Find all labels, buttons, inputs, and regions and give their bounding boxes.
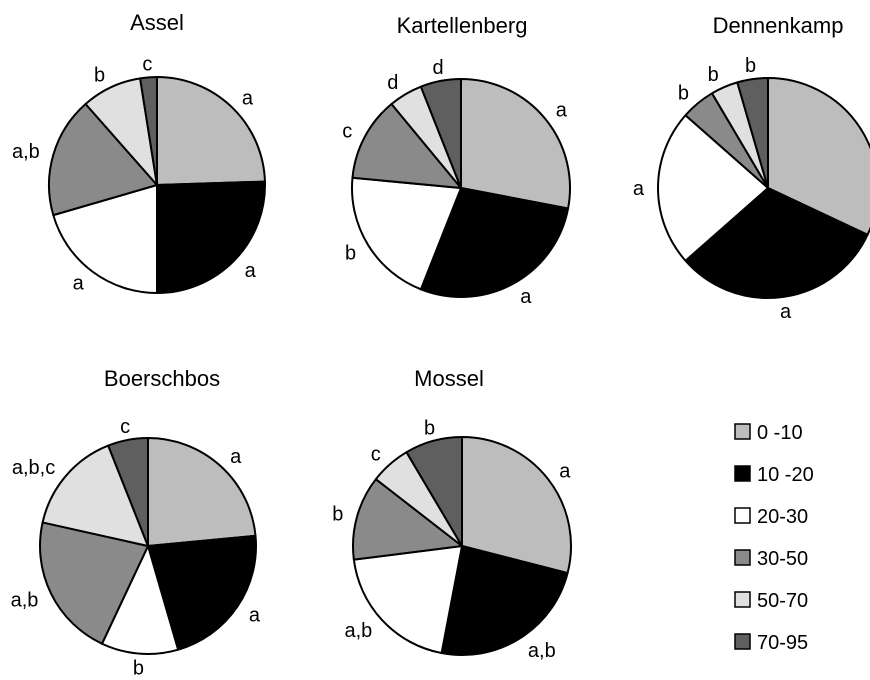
chart-title: Dennenkamp (713, 13, 844, 38)
pie-slice (139, 76, 158, 186)
pie-slice (351, 176, 462, 291)
pie-charts-group: Assel a a a a,b b c Kartellenberg a a b c d d Dennenka… (11, 10, 870, 680)
slice-label: a (230, 446, 242, 468)
pie-slice (156, 180, 266, 294)
slice-label: d (432, 57, 443, 79)
slice-label: b (133, 658, 144, 680)
pie-slice (147, 437, 257, 547)
legend-label: 20-30 (757, 506, 808, 528)
slice-label: c (371, 444, 381, 466)
pie-slice (351, 103, 462, 189)
legend-label: 0 -10 (757, 422, 803, 444)
legend-item: 70-95 (734, 632, 808, 654)
pie-dennenkamp: Dennenkampaaabbb (633, 13, 870, 323)
slice-label: a (242, 87, 254, 109)
pie-slice (657, 114, 769, 262)
legend-label: 70-95 (757, 632, 808, 654)
legend: 0 -10 10 -20 20-30 30-50 50-70 70-95 (734, 422, 814, 654)
legend-label: 50-70 (757, 590, 808, 612)
slice-label: a (556, 100, 568, 122)
pie-mossel: Mossel a a,b a,b b c b (332, 366, 572, 662)
legend-item: 0 -10 (734, 422, 803, 444)
pie-slice (107, 437, 149, 547)
pie-slice (405, 436, 463, 547)
pie-slice (352, 545, 463, 655)
slice-label: a (73, 273, 85, 295)
pie-boerschbos: Boerschbos a a b a,b a,b,c c (11, 366, 261, 680)
pie-slice (352, 478, 463, 561)
slice-label: b (94, 65, 105, 87)
slice-label: d (387, 72, 398, 94)
chart-title: Kartellenberg (397, 13, 528, 38)
pie-slice (460, 78, 571, 210)
slice-label: a,b,c (12, 457, 55, 479)
slice-label: b (678, 83, 689, 105)
slice-label: a,b (344, 620, 372, 642)
pie-slice (440, 545, 569, 656)
slice-label: a (559, 461, 571, 483)
pie-slice (684, 187, 869, 299)
pie-assel: Assel a a a a,b b c (12, 10, 266, 295)
slice-label: a,b (12, 141, 40, 163)
pie-slice (419, 78, 462, 189)
legend-swatch (734, 423, 751, 440)
slice-label: b (345, 242, 356, 264)
pie-slice (101, 545, 180, 655)
legend-swatch (734, 633, 751, 650)
legend-item: 50-70 (734, 590, 808, 612)
slice-label: a,b (528, 640, 556, 662)
legend-item: 30-50 (734, 548, 808, 570)
legend-swatch (734, 549, 751, 566)
slice-label: b (332, 504, 343, 526)
legend-swatch (734, 591, 751, 608)
pie-slice (41, 444, 149, 547)
pie-slice (39, 521, 149, 645)
slice-label: b (708, 64, 719, 86)
pie-slice (461, 436, 572, 575)
chart-title: Mossel (414, 366, 484, 391)
legend-swatch (734, 507, 751, 524)
slice-label: a (520, 286, 532, 308)
slice-label: a (780, 301, 792, 323)
pie-kartellenberg: Kartellenberg a a b c d d (342, 13, 571, 308)
slice-label: a (633, 178, 645, 200)
slice-label: c (342, 120, 352, 142)
pie-slice (767, 77, 870, 236)
legend-label: 30-50 (757, 548, 808, 570)
slice-label: a,b (11, 590, 39, 612)
chart-title: Boerschbos (104, 366, 220, 391)
slice-label: b (745, 55, 756, 77)
chart-title: Assel (130, 10, 184, 35)
pie-slice (736, 77, 769, 189)
pie-slice (48, 102, 158, 217)
legend-swatch (734, 465, 751, 482)
pie-slice (419, 187, 570, 299)
legend-item: 20-30 (734, 506, 808, 528)
slice-label: b (424, 417, 435, 439)
pie-slice (156, 76, 266, 186)
slice-label: c (120, 416, 130, 438)
slice-label: a (249, 605, 261, 627)
slice-label: c (142, 53, 152, 75)
legend-item: 10 -20 (734, 464, 814, 486)
slice-label: a (245, 260, 257, 282)
pie-slice (52, 184, 158, 294)
pie-slice (147, 534, 257, 651)
legend-label: 10 -20 (757, 464, 814, 486)
